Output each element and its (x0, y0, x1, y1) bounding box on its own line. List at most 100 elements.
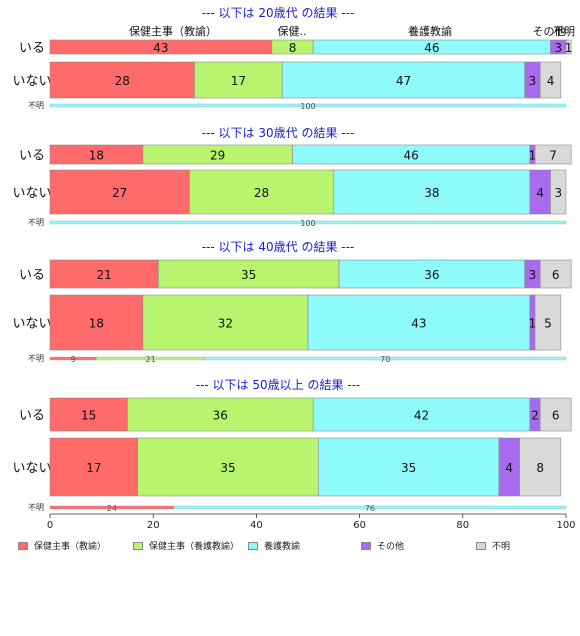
legend-label: 不明 (492, 542, 511, 552)
unknown-row-label: 不明 (28, 218, 44, 227)
data-label: 27 (112, 186, 127, 200)
data-label: 4 (547, 74, 555, 88)
data-label: 8 (536, 461, 544, 475)
bar-segment (534, 144, 572, 165)
unknown-data-label: 76 (365, 504, 375, 513)
category-label: 保健.. (278, 24, 307, 38)
unknown-data-label: 9 (71, 355, 76, 364)
data-label: 42 (414, 409, 429, 423)
bar-segment (534, 294, 562, 351)
unknown-data-label: 70 (380, 355, 390, 364)
panel-title: --- 以下は 50歳以上 の結果 --- (196, 378, 361, 392)
data-label: 18 (89, 149, 104, 163)
legend-label: 保健主事（養護教諭） (149, 542, 240, 552)
x-tick-label: 40 (250, 520, 263, 530)
bar-segment (333, 169, 531, 215)
data-label: 29 (210, 149, 225, 163)
data-label: 35 (220, 461, 235, 475)
unknown-bar-segment (173, 505, 567, 510)
data-label: 1 (529, 149, 537, 163)
panel-title: --- 以下は 30歳代 の結果 --- (202, 126, 355, 140)
bar-segment (539, 61, 562, 99)
unknown-data-label: 100 (300, 102, 315, 111)
bar-segment (565, 39, 572, 55)
row-label: いない (12, 317, 51, 332)
data-label: 6 (552, 409, 560, 423)
data-label: 46 (404, 149, 419, 163)
data-label: 2 (531, 409, 539, 423)
data-label: 5 (544, 317, 552, 331)
x-tick-label: 20 (147, 520, 160, 530)
row-label: いる (19, 268, 45, 283)
legend: 保健主事（教諭） 保健主事（養護教諭） 養護教諭 その他 不明 (18, 539, 578, 553)
data-label: 1 (565, 41, 573, 55)
data-label: 3 (554, 186, 562, 200)
data-label: 35 (401, 461, 416, 475)
legend-item: 保健主事（養護教諭） (133, 539, 239, 552)
unknown-data-label: 24 (107, 504, 117, 513)
x-tick-label: 0 (47, 520, 53, 530)
data-label: 17 (231, 74, 246, 88)
row-label: いない (12, 186, 51, 201)
legend-swatch (248, 541, 258, 550)
row-label: いない (12, 74, 51, 89)
category-label: 保健主事（教諭） (129, 24, 217, 38)
bar-segment (539, 397, 572, 432)
legend-label: 養護教諭 (264, 542, 301, 552)
data-label: 18 (89, 317, 104, 331)
unknown-row-label: 不明 (28, 354, 44, 363)
data-label: 35 (241, 268, 256, 282)
data-label: 3 (529, 74, 537, 88)
legend-label: 保健主事（教諭） (34, 542, 107, 552)
bar-segment (49, 294, 144, 351)
legend-swatch (361, 541, 371, 550)
row-label: いる (19, 41, 45, 56)
unknown-data-label: 21 (146, 355, 156, 364)
unknown-data-label: 100 (300, 219, 315, 228)
panel-title: --- 以下は 20歳代 の結果 --- (202, 6, 355, 20)
bar-segment (312, 397, 531, 432)
data-label: 8 (289, 41, 297, 55)
data-label: 47 (396, 74, 411, 88)
legend-item: その他 (361, 539, 404, 552)
legend-label: その他 (377, 542, 405, 552)
data-label: 43 (153, 41, 168, 55)
data-label: 17 (86, 461, 101, 475)
category-label: その他 (533, 25, 566, 38)
bar-segment (550, 169, 567, 215)
legend-swatch (133, 541, 143, 550)
panel-title: --- 以下は 40歳代 の結果 --- (202, 240, 355, 254)
legend-item: 不明 (476, 539, 510, 552)
category-label: 不明 (553, 25, 575, 38)
bar-segment (519, 437, 562, 497)
bar-segment (49, 397, 128, 432)
unknown-row-label: 不明 (28, 503, 44, 512)
data-label: 21 (97, 268, 112, 282)
unknown-bar-segment (204, 356, 567, 361)
data-label: 36 (213, 409, 228, 423)
x-tick-label: 80 (456, 520, 469, 530)
row-label: いる (19, 149, 45, 164)
bar-segment (539, 259, 572, 289)
unknown-bar-segment (49, 220, 567, 225)
x-tick-label: 60 (353, 520, 366, 530)
data-label: 36 (424, 268, 439, 282)
bar-segment (194, 61, 283, 99)
bar-segment (49, 61, 195, 99)
legend-swatch (18, 541, 28, 550)
data-label: 28 (254, 186, 269, 200)
bar-segment (281, 61, 526, 99)
bar-segment (158, 259, 340, 289)
x-tick-label: 100 (556, 520, 575, 530)
legend-swatch (476, 541, 486, 550)
row-label: いる (19, 409, 45, 424)
data-label: 7 (549, 149, 557, 163)
bar-segment (189, 169, 335, 215)
bar-segment (49, 169, 190, 215)
unknown-row-label: 不明 (28, 101, 44, 110)
data-label: 43 (411, 317, 426, 331)
data-label: 46 (424, 41, 439, 55)
data-label: 32 (218, 317, 233, 331)
bar-segment (142, 294, 309, 351)
